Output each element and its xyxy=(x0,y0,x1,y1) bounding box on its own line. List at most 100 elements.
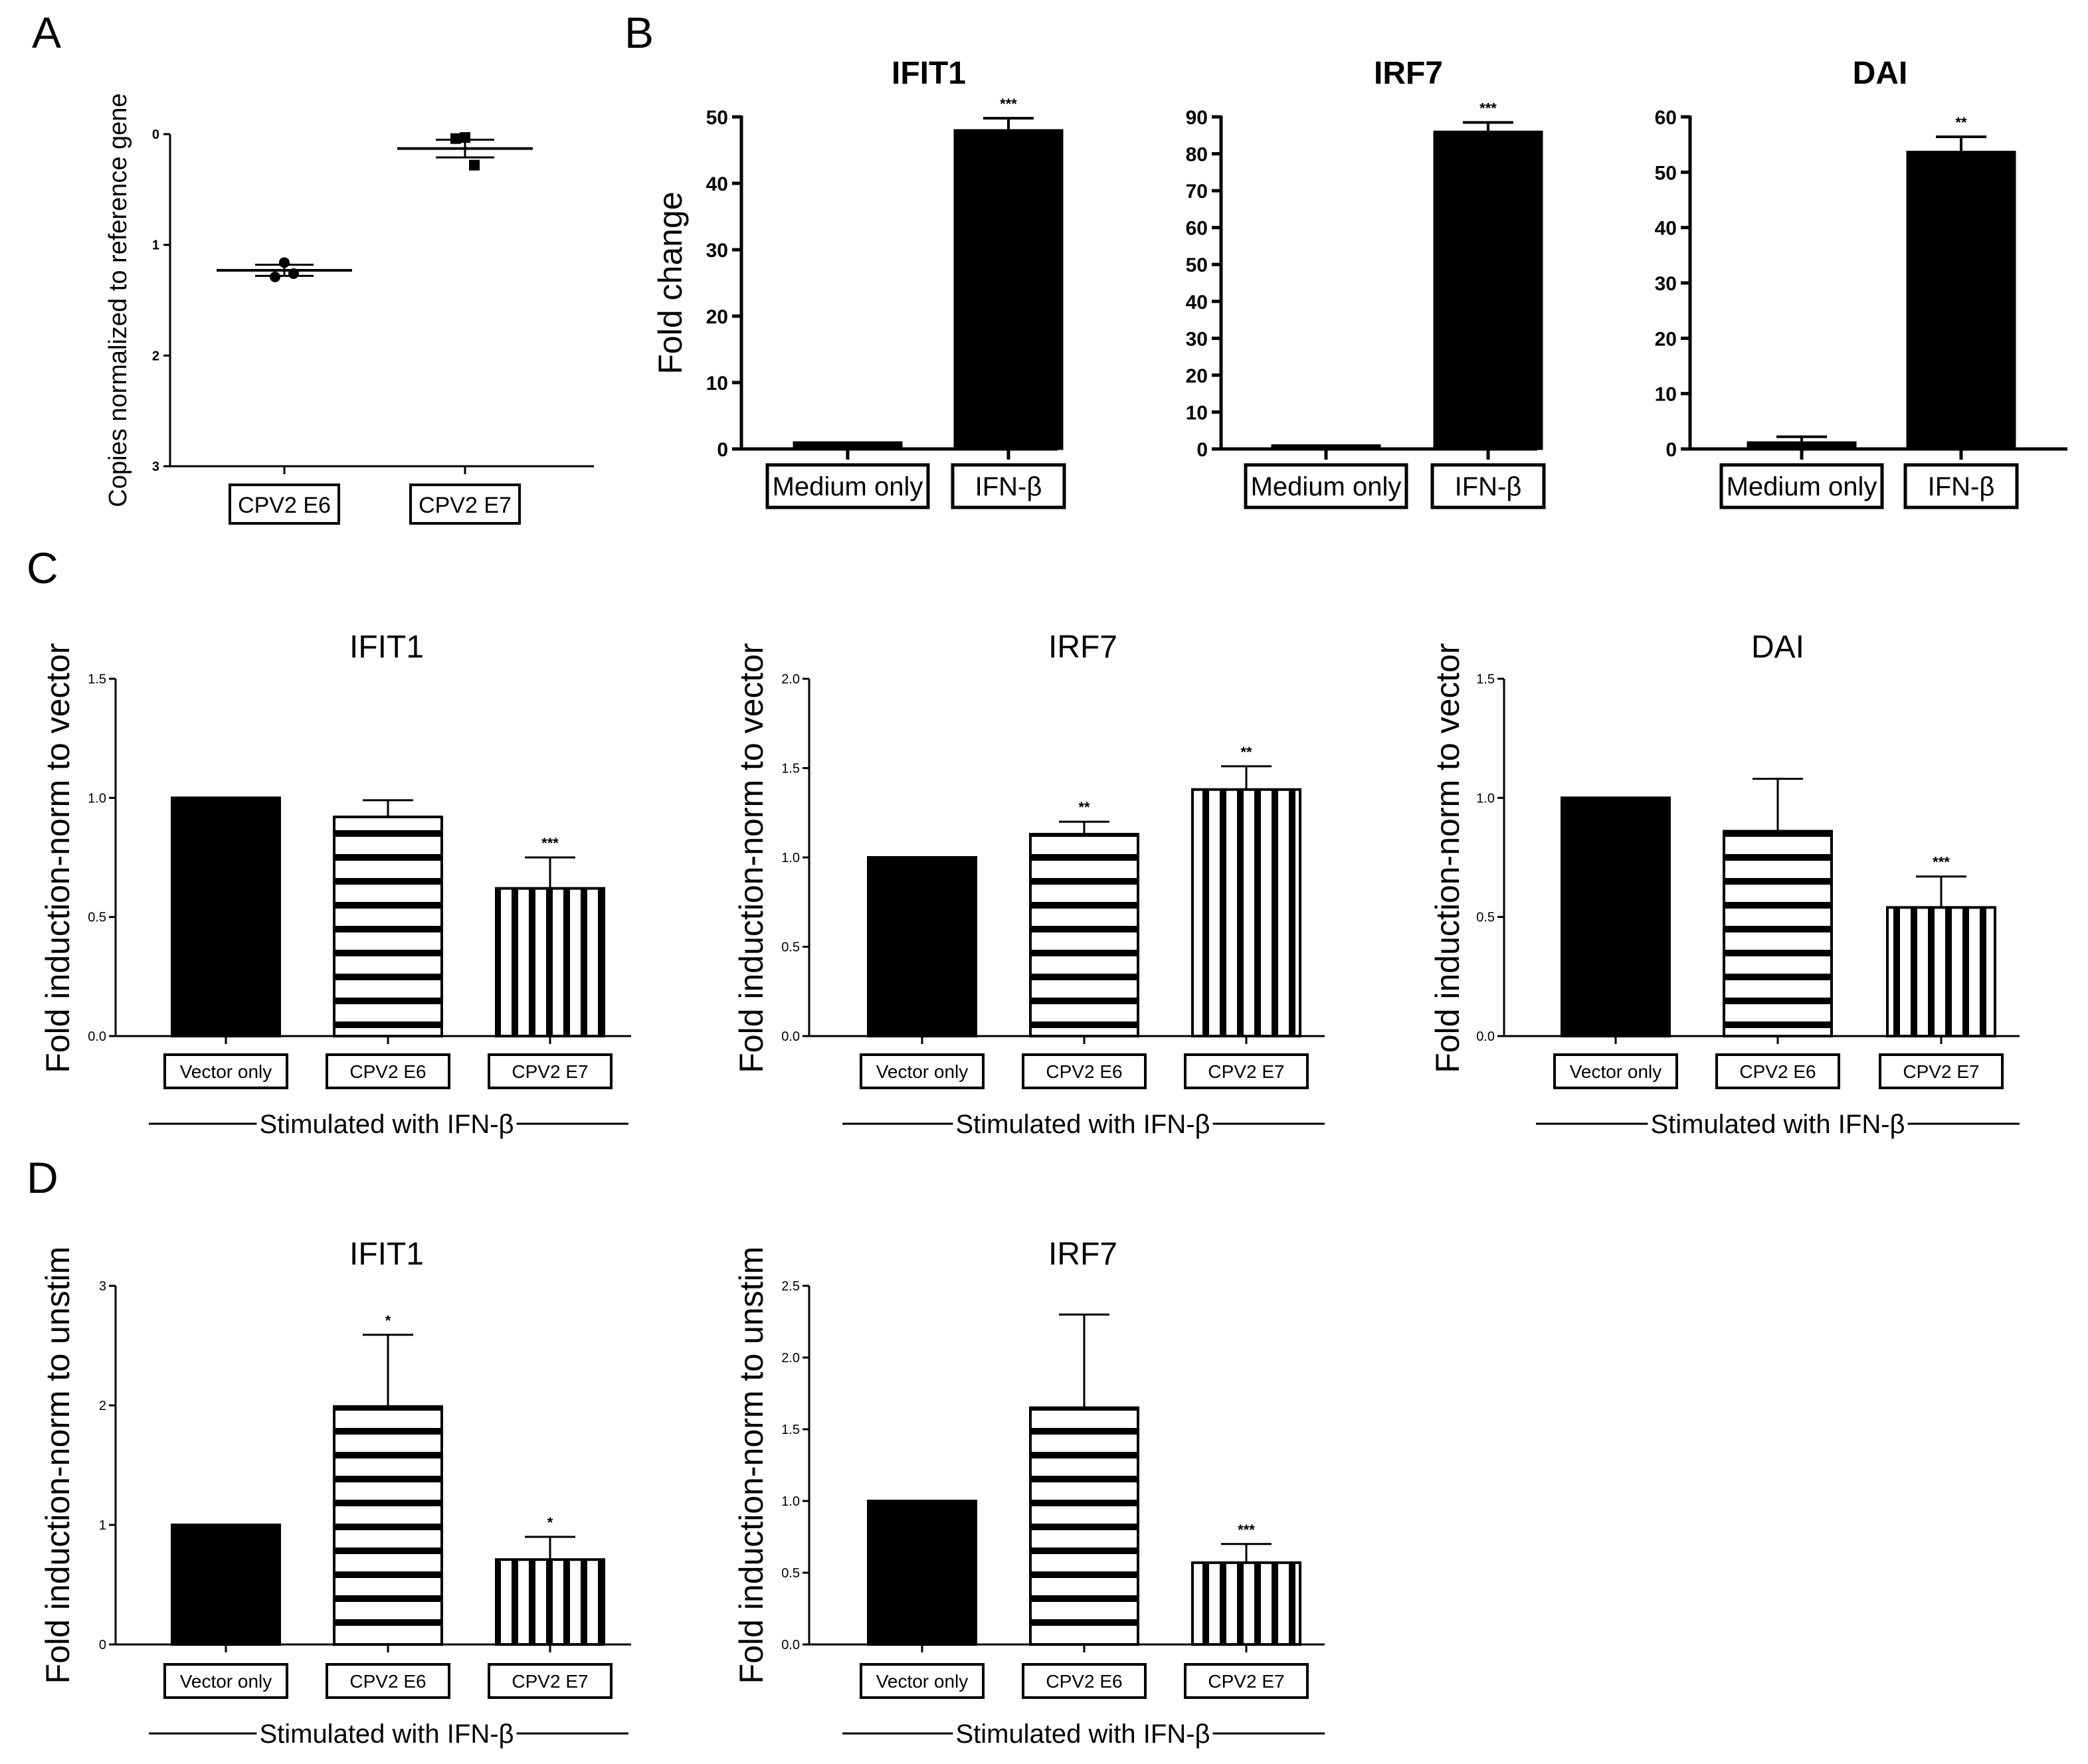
category-label: Medium only xyxy=(1251,472,1402,501)
category-label: CPV2 E7 xyxy=(419,493,512,518)
category-label: Vector only xyxy=(180,1671,272,1692)
y-tick-label: 40 xyxy=(706,173,728,195)
category-box xyxy=(1184,1663,1309,1699)
y-tick-label: 2 xyxy=(99,1399,106,1413)
y-tick-label: 1.5 xyxy=(1476,672,1495,687)
category-label: IFN-β xyxy=(1455,472,1522,501)
category-label: Vector only xyxy=(876,1671,969,1692)
bar-ifn- xyxy=(1906,151,2016,450)
chart-b-ifit1: IFIT1 Fold change 0 10 20 30 40 50 Medium only **… xyxy=(652,56,1066,509)
bar-medium-only xyxy=(1747,441,1857,450)
bar-cpv2-e7 xyxy=(1191,1561,1301,1646)
y-tick-label: 1.5 xyxy=(781,1423,800,1437)
y-tick-label: 20 xyxy=(1186,365,1208,387)
bar-cpv2-e6 xyxy=(333,816,443,1037)
chart-d-irf7: IRF7 Fold induction-norm to unstim 0.0 0.5 1… xyxy=(733,1237,1325,1749)
significance-marker: *** xyxy=(1000,96,1017,112)
panel-label-a: A xyxy=(32,8,61,57)
category-label: Medium only xyxy=(773,472,923,501)
category-label: IFN-β xyxy=(975,472,1042,501)
y-axis-label: Fold induction-norm to unstim xyxy=(733,1247,770,1684)
y-axis-label: Fold induction-norm to vector xyxy=(733,643,770,1073)
panel-label-c: C xyxy=(27,543,58,592)
y-tick-label: 10 xyxy=(1655,384,1677,406)
bar-medium-only xyxy=(793,441,903,450)
category-box xyxy=(951,463,1066,509)
y-tick-label: 0.0 xyxy=(1476,1029,1495,1044)
bar-cpv2-e7 xyxy=(495,887,605,1038)
category-box xyxy=(488,1053,613,1089)
category-box xyxy=(1244,463,1408,509)
chart-title: IFIT1 xyxy=(892,56,966,91)
category-box xyxy=(326,1663,450,1699)
category-label: CPV2 E7 xyxy=(512,1671,588,1692)
y-tick-label: 60 xyxy=(1186,218,1208,240)
significance-marker: ** xyxy=(1240,744,1252,760)
y-tick-label: 40 xyxy=(1655,218,1677,240)
y-tick-label: 0 xyxy=(717,439,728,461)
y-tick-label: 1.5 xyxy=(88,672,106,687)
data-point xyxy=(450,133,461,144)
category-label: Medium only xyxy=(1727,472,1877,501)
chart-c-irf7: IRF7 Fold induction-norm to vector 0.0 0.5 1… xyxy=(733,630,1325,1139)
category-box xyxy=(326,1053,450,1089)
chart-title: IRF7 xyxy=(1048,1237,1117,1272)
y-tick-label: 2 xyxy=(152,349,159,363)
category-box xyxy=(163,1663,288,1699)
y-tick-label: 1.0 xyxy=(781,851,800,865)
y-tick-label: 0.0 xyxy=(781,1029,800,1044)
y-tick-label: 0.0 xyxy=(781,1638,800,1652)
category-box xyxy=(1184,1053,1309,1089)
y-tick-label: 40 xyxy=(1186,292,1208,313)
data-point xyxy=(279,257,290,268)
chart-c-dai: DAI Fold induction-norm to vector 0.0 0.5 1.… xyxy=(1429,630,2020,1139)
chart-d-ifit1: IFIT1 Fold induction-norm to unstim 0 1 2 3 Ve… xyxy=(39,1237,631,1749)
chart-b-irf7: IRF7 0 10 20 30 40 50 60 70 80 90 Medium only *** IFN… xyxy=(1186,56,1546,509)
y-axis-label: Fold change xyxy=(652,191,689,374)
bar-cpv2-e6 xyxy=(1029,833,1139,1038)
data-point xyxy=(460,132,470,143)
stimulation-label: Stimulated with IFN-β xyxy=(1650,1110,1905,1139)
y-tick-label: 3 xyxy=(99,1279,106,1294)
category-box xyxy=(1022,1663,1147,1699)
stimulation-label: Stimulated with IFN-β xyxy=(259,1110,514,1139)
y-tick-label: 1.0 xyxy=(781,1494,800,1509)
significance-marker: ** xyxy=(1078,799,1090,816)
y-tick-label: 1 xyxy=(99,1518,106,1533)
y-tick-label: 3 xyxy=(152,460,159,474)
category-label: CPV2 E6 xyxy=(1739,1061,1816,1082)
bar-ifn- xyxy=(1433,130,1543,450)
category-label: IFN-β xyxy=(1928,472,1995,501)
bar-vector-only xyxy=(867,856,977,1037)
stimulation-label: Stimulated with IFN-β xyxy=(259,1720,514,1749)
y-tick-label: 1.0 xyxy=(1476,791,1495,806)
category-label: Vector only xyxy=(1570,1061,1662,1082)
data-point xyxy=(469,159,480,171)
category-label: CPV2 E6 xyxy=(238,493,331,518)
chart-title: IFIT1 xyxy=(349,630,424,665)
category-label: CPV2 E7 xyxy=(1903,1061,1979,1082)
y-axis-label: Fold induction-norm to vector xyxy=(39,643,76,1073)
y-tick-label: 10 xyxy=(1186,402,1208,424)
chart-title: IFIT1 xyxy=(349,1237,424,1272)
chart-a-scatter: Copies normalized to reference gene 0 1 2 3 C… xyxy=(104,93,594,525)
significance-marker: *** xyxy=(541,835,559,851)
y-tick-label: 2.5 xyxy=(781,1279,800,1294)
data-point xyxy=(288,268,299,279)
y-tick-label: 50 xyxy=(1186,254,1208,276)
bar-cpv2-e6 xyxy=(333,1405,443,1646)
y-tick-label: 1 xyxy=(152,238,159,253)
bar-cpv2-e7 xyxy=(495,1558,605,1646)
category-label: CPV2 E6 xyxy=(349,1061,426,1082)
category-label: CPV2 E7 xyxy=(512,1061,588,1082)
y-tick-label: 30 xyxy=(706,240,728,262)
significance-marker: *** xyxy=(1933,854,1950,871)
y-tick-label: 30 xyxy=(1655,273,1677,295)
chart-c-ifit1: IFIT1 Fold induction-norm to vector 0.0 0.5… xyxy=(39,630,631,1139)
stimulation-label: Stimulated with IFN-β xyxy=(955,1110,1210,1139)
significance-marker: *** xyxy=(1238,1522,1255,1538)
y-tick-label: 0.5 xyxy=(781,940,800,955)
y-tick-label: 0.0 xyxy=(88,1029,106,1044)
y-axis-label: Copies normalized to reference gene xyxy=(104,93,132,507)
